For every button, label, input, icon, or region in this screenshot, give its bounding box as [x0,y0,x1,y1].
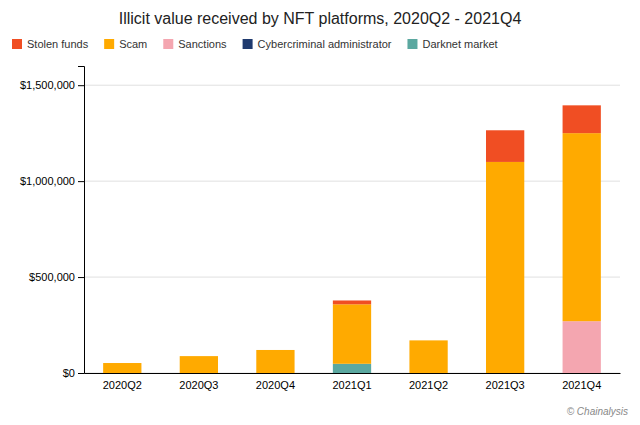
grid-line [84,85,620,86]
legend-swatch [163,39,173,49]
bars [103,105,601,373]
series [103,133,601,373]
legend-item: Sanctions [163,38,227,50]
legend-item: Scam [104,38,147,50]
legend-label: Scam [119,38,147,50]
legend-item: Cybercriminal administrator [243,38,392,50]
y-tick-mark [78,373,84,374]
y-tick: $0 [63,367,84,379]
y-tick-label: $500,000 [29,271,75,283]
bar [180,356,218,357]
x-axis-line [85,373,621,374]
chart: Illicit value received by NFT platforms,… [0,0,640,425]
y-axis: $0 $500,000 $1,000,000 $1,500,000 [20,67,85,380]
series [333,364,371,373]
plot: $0$500,000$1,000,000$1,500,0002020Q22020… [20,67,621,391]
bar [563,133,601,321]
y-tick-label: $1,000,000 [20,175,75,187]
legend-swatch [407,39,417,49]
bar [333,364,371,373]
bar [409,340,447,341]
bar [333,304,371,363]
legend-swatch [12,39,22,49]
x-tick-label: 2021Q2 [409,379,448,391]
y-tick-label: $1,500,000 [20,79,75,91]
bar [563,321,601,373]
x-tick-label: 2021Q3 [486,379,525,391]
x-tick-label: 2020Q4 [256,379,295,391]
bar [103,363,141,373]
grid-line [84,181,620,182]
x-tick-label: 2020Q2 [103,379,142,391]
y-axis-line [78,67,85,374]
x-tick: 2021Q1 [332,379,371,391]
x-axis: 2020Q2 2020Q3 2020Q4 2021Q1 2021Q2 2021Q3 2021… [85,374,621,391]
annotation: © Chainalysis [567,406,628,417]
x-tick: 2021Q3 [486,379,525,391]
y-tick-mark [78,277,84,278]
x-tick: 2020Q4 [256,379,295,391]
y-tick-mark [78,181,84,182]
y-tick: $500,000 [29,271,84,283]
bar [103,363,141,364]
bar [256,350,294,373]
legend-item: Darknet market [407,38,497,50]
x-tick-label: 2021Q4 [562,379,601,391]
legend-swatch [243,39,253,49]
legend-item: Stolen funds [12,38,89,50]
bar [333,300,371,304]
x-tick-label: 2020Q3 [179,379,218,391]
x-tick: 2020Q2 [103,379,142,391]
legend-swatch [104,39,114,49]
series [333,105,601,304]
bar [563,105,601,133]
x-tick-label: 2021Q1 [332,379,371,391]
bar [180,356,218,373]
y-tick: $1,000,000 [20,175,84,187]
series [563,321,601,373]
y-tick-mark [78,85,84,86]
x-tick: 2021Q2 [409,379,448,391]
grid [84,85,620,373]
legend-label: Cybercriminal administrator [258,38,392,50]
bar [486,162,524,373]
bar [486,130,524,162]
y-tick-label: $0 [63,367,75,379]
title: Illicit value received by NFT platforms,… [119,10,522,27]
grid-line [84,277,620,278]
bar [256,349,294,350]
bar [409,340,447,373]
x-tick: 2021Q4 [562,379,601,391]
legend-label: Darknet market [422,38,497,50]
legend-label: Stolen funds [27,38,89,50]
x-tick: 2020Q3 [179,379,218,391]
legend: Stolen funds Scam Sanctions Cybercriminal a… [12,38,498,50]
y-tick: $1,500,000 [20,79,84,91]
legend-label: Sanctions [178,38,227,50]
